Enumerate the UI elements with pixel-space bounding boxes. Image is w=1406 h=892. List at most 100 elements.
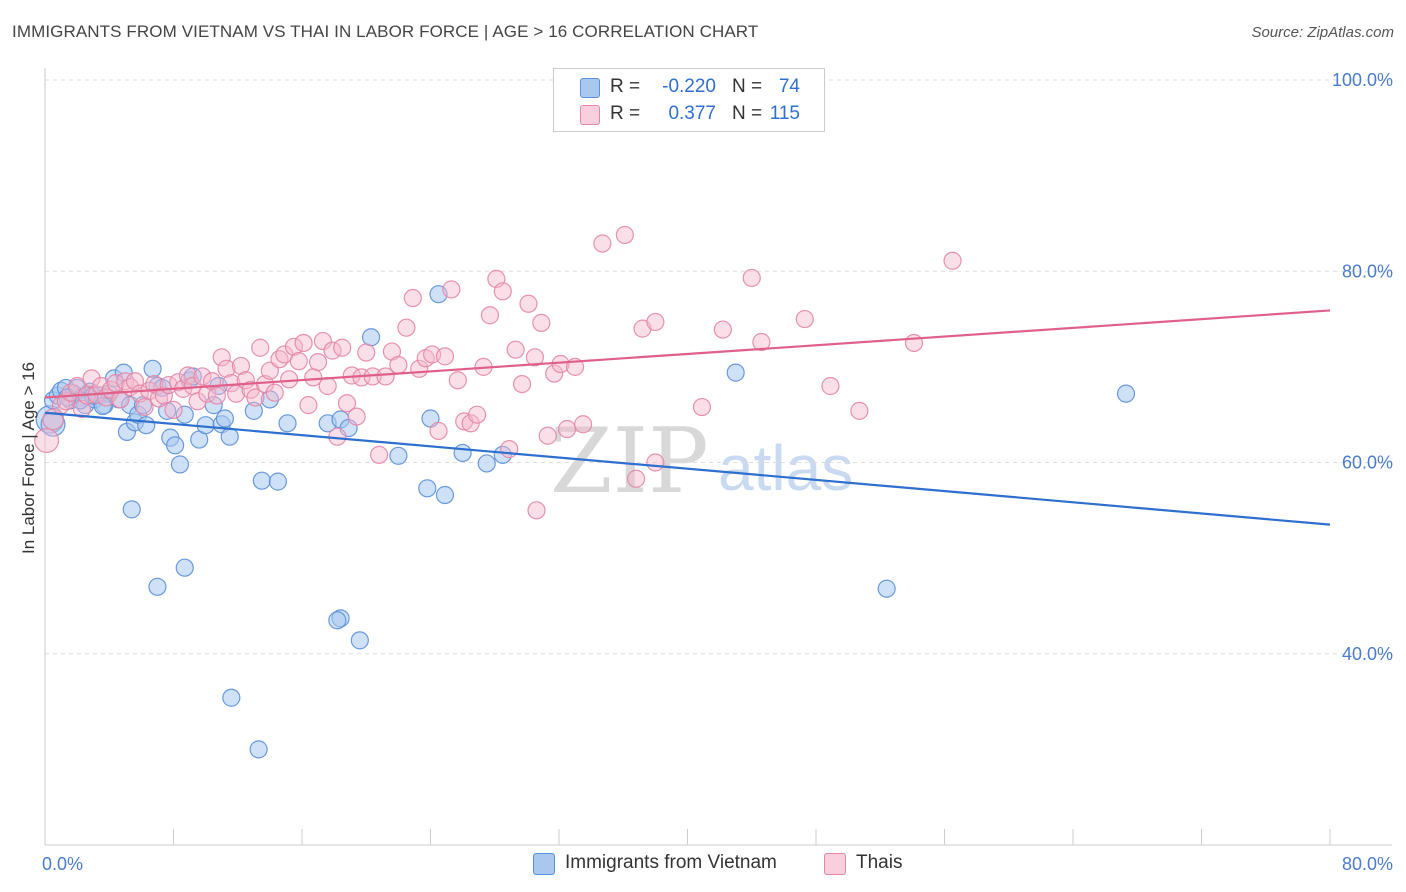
thais-point — [519, 294, 538, 313]
thais-point — [294, 333, 313, 353]
thais-point — [318, 376, 337, 396]
thais-point — [448, 371, 467, 390]
vietnam-point — [252, 471, 271, 490]
y-tick-label: 80.0% — [1342, 261, 1393, 281]
thais-point — [280, 370, 299, 389]
y-tick-label: 60.0% — [1342, 453, 1393, 473]
thais-point — [82, 369, 101, 388]
vietnam-point — [453, 443, 472, 463]
vietnam-point — [166, 436, 185, 455]
vietnam-point — [244, 401, 263, 420]
series-label-thais: Thais — [856, 852, 903, 873]
legend-r-value: -0.220 — [662, 76, 716, 97]
thais-point — [713, 320, 732, 339]
thais-point — [545, 364, 564, 383]
thais-point — [135, 397, 154, 417]
trend-line-thais — [44, 309, 1331, 399]
vietnam-point — [418, 479, 437, 498]
legend-row-thais: R = 0.377 N = 115 — [554, 103, 824, 127]
vietnam-point — [148, 577, 167, 596]
thais-point — [72, 399, 92, 419]
thais-point — [493, 282, 512, 301]
thais-point — [742, 268, 761, 288]
watermark-atlas: atlas — [718, 432, 853, 504]
thais-point — [646, 312, 665, 332]
legend-n-value: 74 — [778, 76, 800, 97]
thais-point — [370, 445, 389, 464]
legend-n-label: N = — [732, 103, 763, 124]
vietnam-point — [222, 688, 241, 707]
legend-r-value: 0.377 — [668, 103, 716, 124]
thais-point — [403, 288, 422, 308]
thais-point — [178, 366, 198, 385]
thais-point — [389, 355, 408, 375]
watermark: ZIP atlas — [550, 409, 853, 514]
vietnam-point — [1116, 384, 1136, 403]
thais-point — [538, 426, 557, 445]
correlation-legend: R = -0.220 N = 74 R = 0.377 N = 115 — [553, 68, 825, 132]
legend-n-value: 115 — [769, 103, 800, 124]
thais-point — [943, 251, 962, 270]
vietnam-point — [435, 485, 455, 505]
thais-point — [164, 400, 183, 420]
thais-point — [299, 396, 318, 415]
thais-point — [193, 367, 212, 386]
vietnam-point — [389, 446, 408, 465]
thais-point — [435, 347, 455, 366]
thais-point — [265, 383, 284, 402]
vietnam-point — [122, 500, 141, 519]
thais-point — [289, 352, 308, 371]
thais-point — [212, 348, 231, 367]
vietnam-point — [877, 579, 896, 598]
thais-point — [231, 356, 251, 376]
vietnam-point — [137, 416, 156, 435]
thais-point — [615, 225, 634, 245]
vietnam-point — [143, 359, 162, 378]
vietnam-point — [328, 611, 347, 630]
thais-point — [217, 359, 236, 378]
thais-point — [532, 313, 551, 332]
thais-point — [557, 419, 577, 439]
chart-title: IMMIGRANTS FROM VIETNAM VS THAI IN LABOR… — [12, 22, 759, 41]
thais-point — [500, 440, 519, 459]
series-swatch-vietnam — [533, 853, 555, 875]
thais-point — [397, 318, 416, 337]
thais-point — [222, 374, 241, 393]
vietnam-point — [350, 631, 369, 650]
thais-point — [480, 306, 500, 325]
thais-point — [512, 374, 532, 394]
thais-point — [904, 333, 924, 353]
thais-point — [646, 453, 665, 472]
thais-point — [821, 376, 840, 396]
trend-lines — [44, 309, 1331, 526]
legend-swatch-vietnam — [580, 78, 600, 98]
thais-point — [376, 367, 395, 386]
source-credit: Source: ZipAtlas.com — [1251, 24, 1394, 41]
thais-point — [308, 352, 328, 372]
thais-point — [467, 405, 487, 424]
vietnam-point — [170, 455, 190, 474]
vietnam-point — [278, 414, 297, 433]
thais-point — [525, 348, 545, 367]
thais-point — [333, 338, 352, 357]
legend-n-label: N = — [732, 76, 763, 97]
legend-row-vietnam: R = -0.220 N = 74 — [554, 76, 824, 100]
thais-point — [154, 386, 173, 405]
series-thais-points — [34, 225, 962, 520]
series-swatch-thais — [824, 853, 846, 875]
vietnam-point — [726, 363, 745, 382]
thais-point — [251, 338, 270, 357]
thais-point — [207, 386, 226, 405]
vietnam-point — [175, 558, 194, 577]
thais-point — [357, 343, 376, 362]
thais-point — [527, 501, 546, 520]
vietnam-point — [220, 427, 239, 446]
axes — [44, 68, 1392, 846]
vietnam-point — [215, 409, 234, 428]
vietnam-point — [268, 472, 288, 491]
thais-point — [626, 469, 646, 488]
legend-swatch-thais — [580, 105, 600, 125]
thais-point — [188, 392, 207, 411]
y-tick-label: 100.0% — [1332, 70, 1393, 90]
